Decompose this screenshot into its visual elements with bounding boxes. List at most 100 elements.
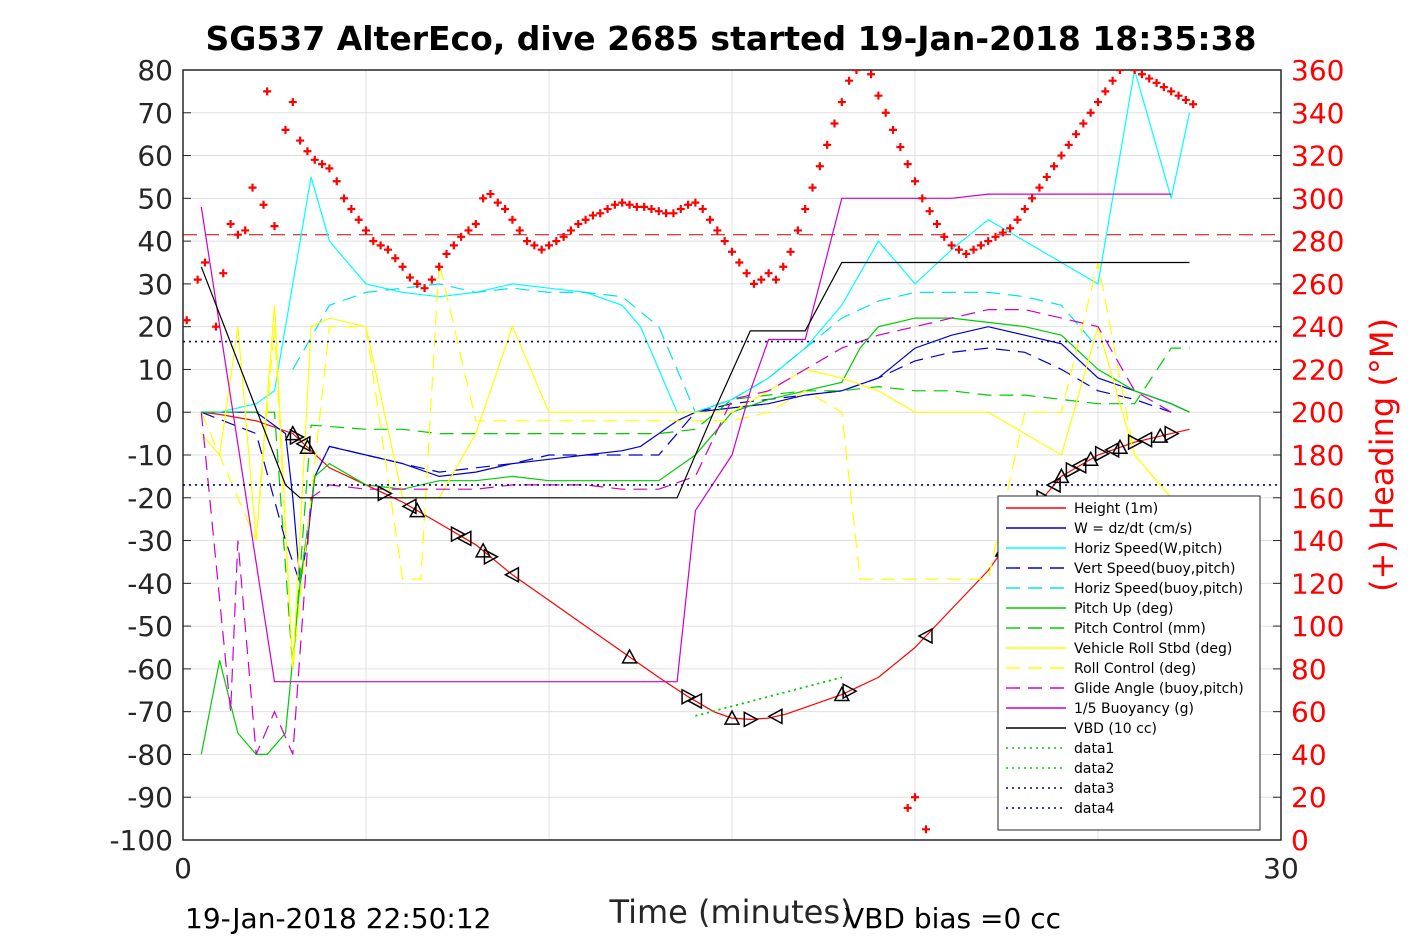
plot-area: 80706050403020100-10-20-30-40-50-60-70-8… xyxy=(109,54,1344,885)
legend-entry: Horiz Speed(W,pitch) xyxy=(1074,541,1222,557)
heading-point xyxy=(200,258,209,267)
y-tick-label: -80 xyxy=(127,738,173,771)
heading-point xyxy=(523,237,532,246)
heading-point xyxy=(1137,70,1146,79)
heading-point xyxy=(786,247,795,256)
heading-point xyxy=(684,200,693,209)
heading-point xyxy=(991,232,1000,241)
x-tick-label: 30 xyxy=(1263,852,1299,885)
heading-point xyxy=(435,262,444,271)
legend-box xyxy=(997,495,1261,831)
heading-point xyxy=(625,200,634,209)
series-group xyxy=(183,70,1281,834)
legend-entry: Roll Control (deg) xyxy=(1074,661,1196,677)
heading-point xyxy=(808,183,817,192)
heading-point xyxy=(1079,119,1088,128)
y-tick-label: -100 xyxy=(109,824,173,857)
heading-outlier-point xyxy=(903,803,912,812)
y-right-tick-label: 280 xyxy=(1291,225,1344,258)
heading-point xyxy=(1028,194,1037,203)
y-tick-label: 40 xyxy=(137,225,173,258)
heading-point xyxy=(493,198,502,207)
series-line-11 xyxy=(200,261,1190,499)
height-triangle-marker xyxy=(743,711,759,728)
heading-point xyxy=(1020,205,1029,214)
heading-point xyxy=(728,247,736,256)
footer-timestamp: 19-Jan-2018 22:50:12 xyxy=(185,902,491,935)
heading-point xyxy=(405,273,414,282)
heading-point xyxy=(925,207,934,216)
heading-point xyxy=(325,164,334,173)
heading-point xyxy=(771,275,780,284)
heading-point xyxy=(332,177,341,186)
y-right-tick-label: 360 xyxy=(1291,54,1344,87)
heading-point xyxy=(669,209,678,218)
series-line-1 xyxy=(201,326,1190,584)
heading-point xyxy=(303,147,312,156)
y-right-tick-label: 160 xyxy=(1291,482,1344,515)
heading-point xyxy=(1035,183,1044,192)
heading-point xyxy=(874,91,883,100)
heading-point xyxy=(413,279,422,288)
heading-point xyxy=(1064,140,1073,149)
heading-point xyxy=(537,245,546,254)
heading-point xyxy=(1181,95,1190,104)
heading-point xyxy=(347,205,356,214)
heading-point xyxy=(815,162,824,171)
legend-entry: data1 xyxy=(1074,741,1114,757)
heading-point xyxy=(241,226,250,235)
x-axis-label: Time (minutes) xyxy=(609,893,853,931)
height-triangle-marker xyxy=(1045,476,1061,494)
heading-point xyxy=(457,232,466,241)
y-tick-label: 30 xyxy=(137,268,173,301)
heading-point xyxy=(610,200,619,209)
y-tick-label: -20 xyxy=(127,482,173,515)
heading-point xyxy=(735,258,744,267)
heading-point xyxy=(288,98,297,107)
heading-point xyxy=(219,269,228,278)
heading-point xyxy=(742,269,751,278)
heading-point xyxy=(1115,70,1124,74)
heading-point xyxy=(889,125,898,134)
heading-point xyxy=(248,183,257,192)
series-line-3 xyxy=(201,347,1172,584)
heading-point xyxy=(588,211,597,220)
series-line-13 xyxy=(695,676,843,717)
heading-point xyxy=(1072,130,1081,139)
heading-point xyxy=(954,245,963,254)
y-right-tick-label: 140 xyxy=(1291,525,1344,558)
heading-point xyxy=(383,245,392,254)
heading-point xyxy=(962,249,971,258)
heading-point xyxy=(1145,74,1154,83)
height-triangle-marker xyxy=(377,485,393,502)
heading-point xyxy=(318,160,327,169)
heading-point xyxy=(369,237,378,246)
y-tick-label: -70 xyxy=(127,696,173,729)
heading-point xyxy=(281,125,290,134)
y-right-tick-label: 340 xyxy=(1291,97,1344,130)
legend-entry: data4 xyxy=(1074,801,1115,817)
legend: Height (1m) W = dz/dt (cm/s) Horiz Speed(W… xyxy=(997,495,1261,831)
series-line-6 xyxy=(201,347,1190,669)
heading-point xyxy=(581,215,590,224)
heading-point xyxy=(1013,215,1022,224)
height-triangle-marker xyxy=(299,438,316,455)
heading-point xyxy=(362,226,370,235)
heading-point xyxy=(464,226,473,235)
height-triangle-marker xyxy=(1151,427,1169,443)
heading-point xyxy=(632,202,641,211)
heading-point xyxy=(1167,87,1176,96)
y-tick-label: 60 xyxy=(137,140,173,173)
height-triangle-marker xyxy=(456,530,472,547)
heading-point xyxy=(398,262,407,271)
heading-point xyxy=(830,119,839,128)
heading-point xyxy=(270,222,279,231)
heading-point xyxy=(211,322,220,331)
heading-point xyxy=(486,190,495,199)
y-right-tick-label: 0 xyxy=(1291,824,1309,857)
legend-entry: W = dz/dt (cm/s) xyxy=(1074,521,1193,537)
height-triangle-marker xyxy=(686,692,703,710)
heading-point xyxy=(354,215,363,224)
y-tick-label: -30 xyxy=(127,525,173,558)
